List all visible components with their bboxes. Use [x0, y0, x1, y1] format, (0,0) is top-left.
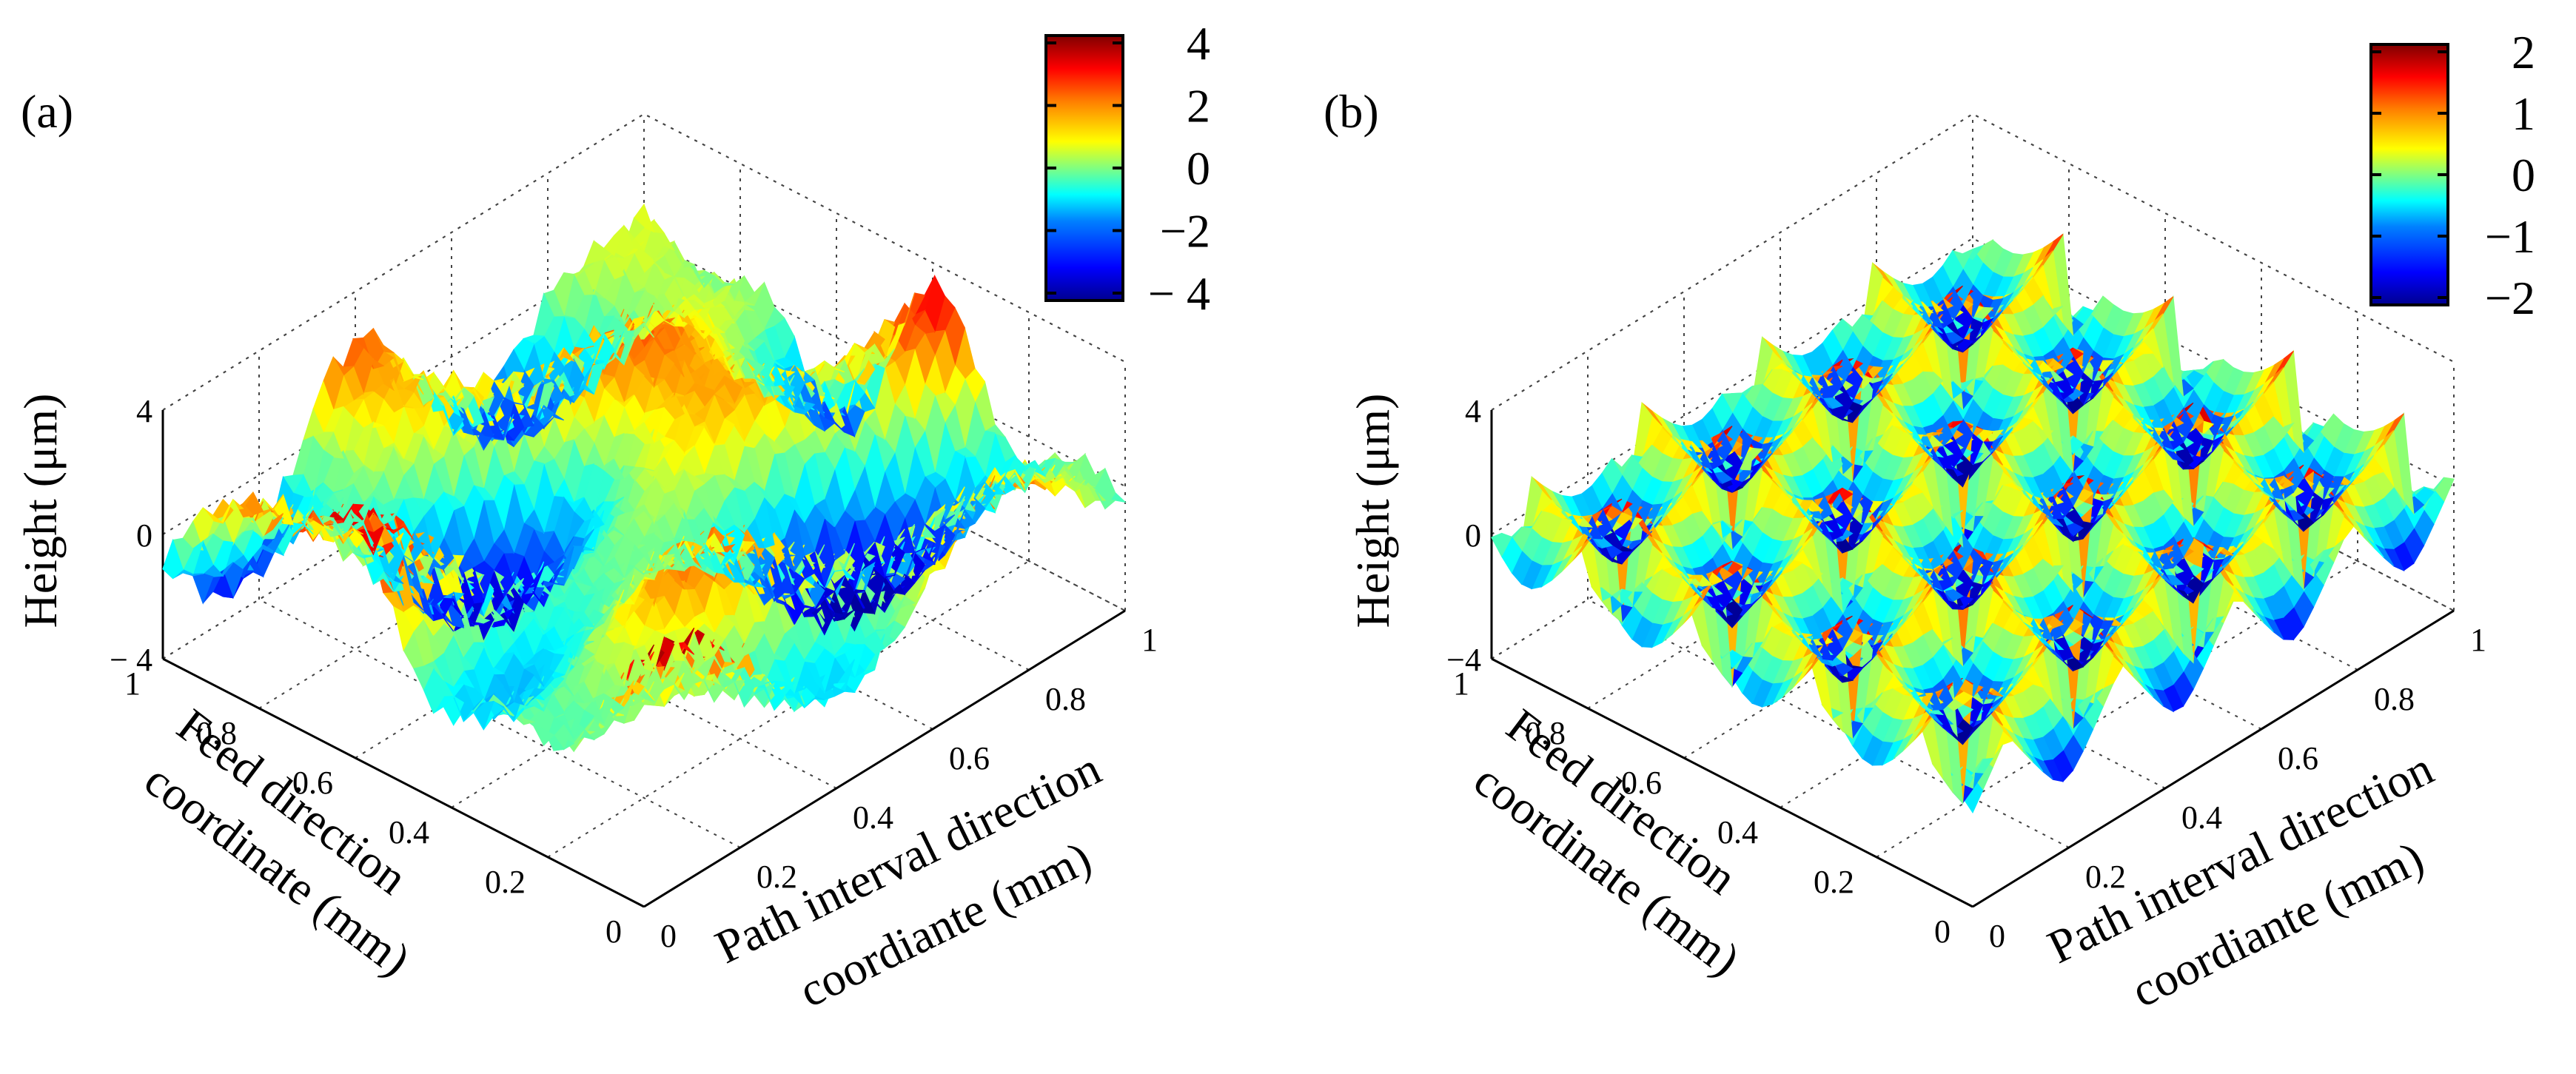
- colorbar-tick-label: 4: [1187, 17, 1210, 70]
- x-axis-line: [162, 657, 645, 908]
- x-tick-label: 0.4: [389, 814, 429, 850]
- y-tick-label: 0.4: [2181, 799, 2222, 836]
- z-tick-label: 0: [136, 517, 152, 554]
- colorbar-tick-label: −2: [2485, 272, 2535, 324]
- x-tick-label: 0.2: [485, 864, 526, 900]
- z-axis-title-a: Height (μm): [14, 394, 67, 628]
- box-edge: [1491, 113, 2455, 411]
- grid-line: [643, 362, 1126, 611]
- colorbar-tick-label: 2: [1187, 80, 1210, 132]
- colorbar-tick-label: 1: [2512, 87, 2535, 140]
- colorbar-b: 2 1 0 −1 −2: [2369, 26, 2535, 324]
- grid-line: [547, 560, 1030, 858]
- x-tick-label: 0.2: [1814, 864, 1854, 900]
- ticks-a: 1 0.8 0.6 0.4 0.2 0 0 0.2 0.4 0.6 0.8 1 4 0 − 4: [110, 393, 1158, 954]
- colorbar-tick-label: − 4: [1148, 267, 1210, 320]
- grid-line: [258, 599, 741, 848]
- x-tick-label: 0.6: [292, 765, 333, 801]
- colorbar-b-gradient: [2369, 43, 2449, 306]
- box-edge: [162, 113, 1126, 411]
- z-tick-label: 4: [136, 393, 152, 429]
- x-tick-label: 0.8: [196, 715, 237, 751]
- colorbar-tick-label: −1: [2485, 210, 2535, 263]
- surface-a: [162, 203, 1127, 753]
- panel-label-b: (b): [1324, 85, 1379, 138]
- x-tick-label: 0: [1934, 913, 1951, 950]
- y-tick-label: 0.8: [1045, 681, 1086, 717]
- y-tick-label: 0.6: [2278, 740, 2318, 776]
- y-tick-label: 0: [660, 918, 677, 954]
- grid-line: [1587, 599, 2070, 848]
- grid-line: [547, 421, 1030, 671]
- y-tick-label: 0.6: [949, 740, 990, 776]
- colorbar-tick-label: 0: [2512, 149, 2535, 201]
- grid-line: [355, 540, 837, 789]
- y-tick-label: 1: [2470, 622, 2486, 658]
- y-axis-line: [643, 609, 1126, 908]
- y-tick-label: 1: [1141, 622, 1158, 658]
- surface-cell: [162, 538, 184, 580]
- x-tick-label: 0: [606, 913, 622, 950]
- panel-label-a: (a): [21, 85, 73, 138]
- colorbar-a-ticks: 4 2 0 −2 − 4: [1046, 17, 1210, 320]
- colorbar-a: 4 2 0 −2 − 4: [1044, 17, 1210, 320]
- colorbar-tick-label: 0: [1187, 142, 1210, 195]
- y-tick-label: 0.8: [2374, 681, 2415, 717]
- panel-a: (a) 1 0.8 0.6 0.4 0.2 0 0 0.2 0.4 0.6 0.8 1 4 0 − 4 He…: [14, 17, 1210, 1017]
- z-tick-label: −4: [1446, 642, 1481, 678]
- z-tick-label: 0: [1465, 517, 1481, 554]
- y-tick-label: 0.4: [853, 799, 893, 836]
- z-tick-label: − 4: [110, 642, 152, 678]
- x-tick-label: 1: [124, 665, 141, 702]
- y-axis-line: [1972, 609, 2455, 908]
- y-tick-label: 0: [1989, 918, 2005, 954]
- colorbar-tick-label: −2: [1160, 205, 1210, 258]
- z-tick-label: 4: [1465, 393, 1481, 429]
- colorbar-tick-label: 2: [2512, 26, 2535, 78]
- y-tick-label: 0.2: [757, 859, 797, 895]
- grid-line: [1972, 362, 2455, 611]
- surface-b: [1491, 232, 2455, 814]
- z-axis-title-b: Height (μm): [1346, 394, 1399, 628]
- x-axis-line: [1491, 657, 1973, 908]
- colorbar-a-gradient: [1044, 34, 1124, 302]
